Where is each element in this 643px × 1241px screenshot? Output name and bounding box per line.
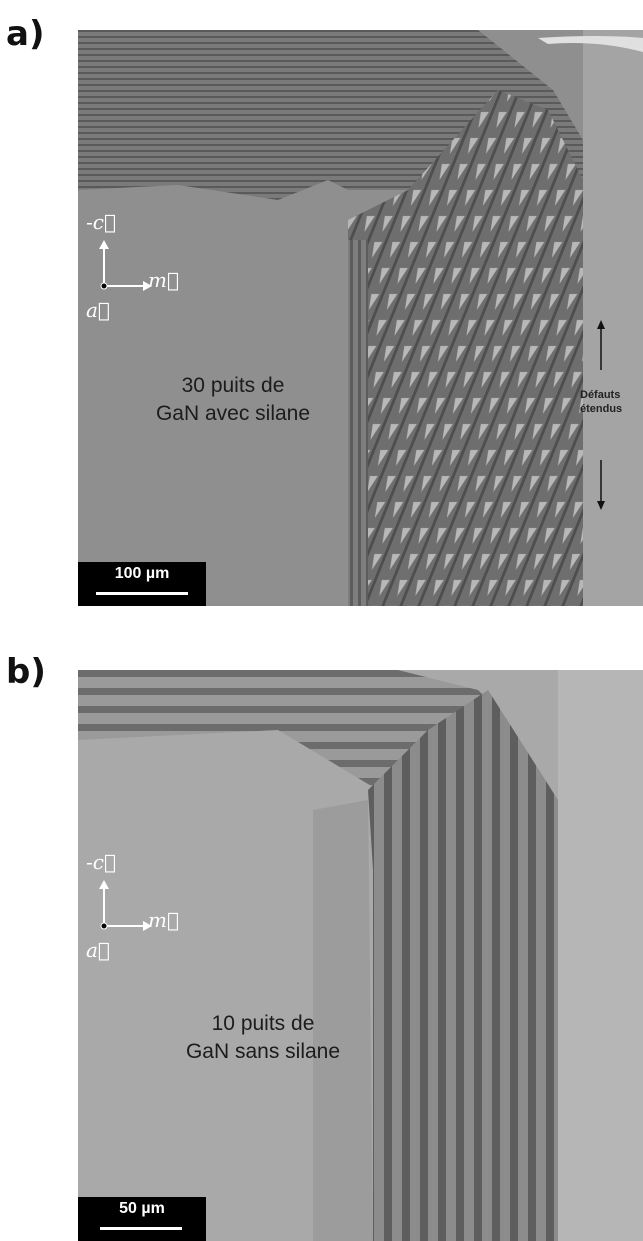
axis-m-label-b: m⃗ — [148, 908, 179, 932]
axis-arrows-a — [99, 240, 152, 291]
defect-annotation: Défauts étendus — [580, 388, 643, 416]
axis-a-label-b: a⃗ — [86, 938, 110, 962]
caption-line-1: 30 puits de — [181, 374, 285, 397]
scale-bar-b-line — [100, 1227, 182, 1230]
panel-a-label: a) — [6, 14, 45, 54]
micrograph-a: -c⃗ m⃗ a⃗ 30 puits de GaN avec silane Dé… — [78, 30, 643, 606]
caption-line-2: GaN sans silane — [185, 1040, 341, 1063]
annotation-line-1: Défauts — [580, 389, 621, 401]
axis-c-label-a: -c⃗ — [86, 210, 116, 234]
caption-line-2: GaN avec silane — [155, 402, 311, 425]
scale-bar-a: 100 µm — [78, 562, 206, 606]
scale-bar-b-text: 50 µm — [119, 1200, 165, 1217]
panel-b-caption: 10 puits de GaN sans silane — [138, 1010, 388, 1066]
micrograph-a-image — [78, 30, 643, 606]
panel-a-caption: 30 puits de GaN avec silane — [108, 372, 358, 428]
scale-bar-a-line — [96, 592, 188, 595]
axis-c-label-b: -c⃗ — [86, 850, 116, 874]
micrograph-b: -c⃗ m⃗ a⃗ 10 puits de GaN sans silane 50… — [78, 670, 643, 1241]
scale-bar-b: 50 µm — [78, 1197, 206, 1241]
annotation-line-2: étendus — [580, 403, 623, 415]
axis-a-label-a: a⃗ — [86, 298, 110, 322]
caption-line-1: 10 puits de — [211, 1012, 315, 1035]
defect-arrow — [597, 320, 605, 510]
micrograph-b-image — [78, 670, 643, 1241]
panel-b-label: b) — [6, 652, 46, 692]
axis-arrows-b — [99, 880, 152, 931]
axis-m-label-a: m⃗ — [148, 268, 179, 292]
scale-bar-a-text: 100 µm — [114, 565, 170, 582]
